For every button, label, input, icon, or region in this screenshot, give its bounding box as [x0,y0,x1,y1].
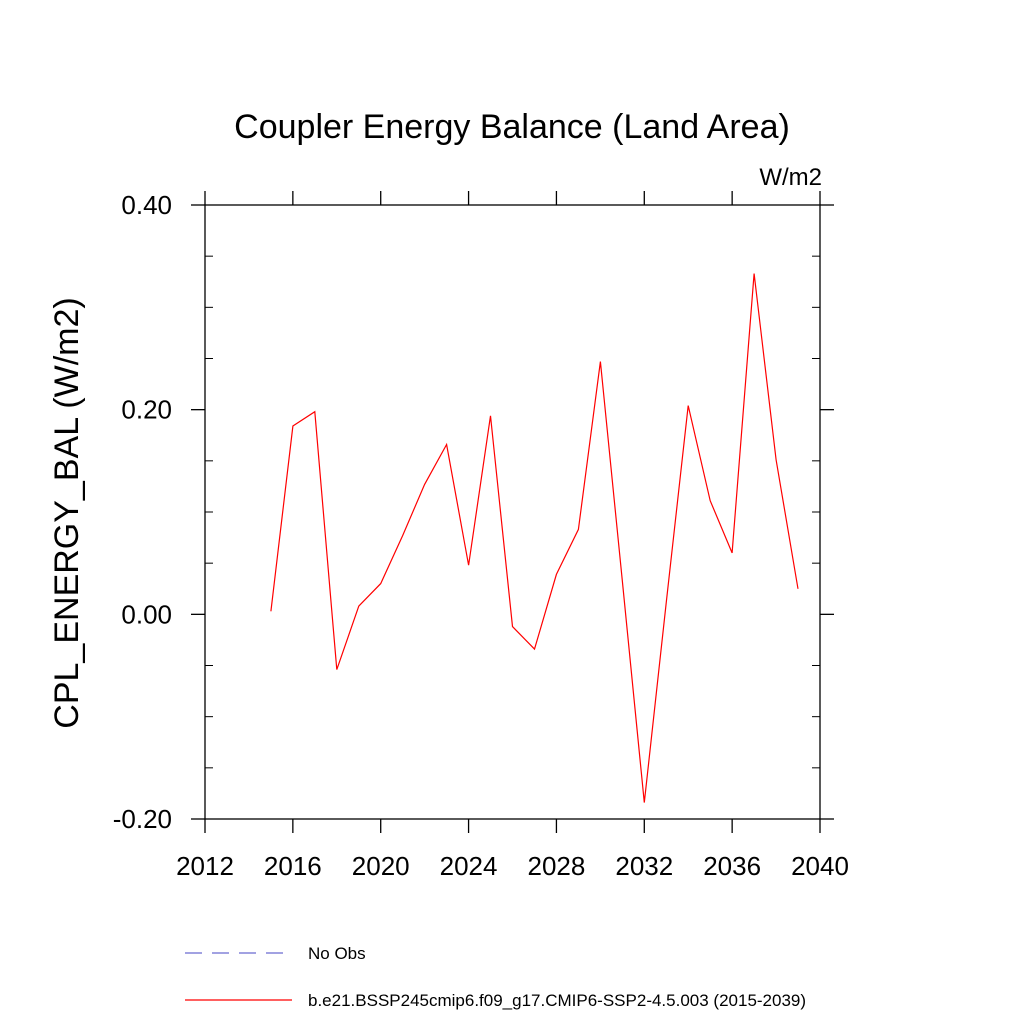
series-line [270,273,799,803]
y-tick-label: 0.20 [121,395,172,425]
x-tick-label: 2016 [264,851,322,881]
y-tick-label: 0.00 [121,599,172,629]
y-axis-label: CPL_ENERGY_BAL (W/m2) [48,297,86,728]
y-tick-label: -0.20 [113,804,172,834]
legend-label: b.e21.BSSP245cmip6.f09_g17.CMIP6-SSP2-4.… [308,991,806,1010]
x-tick-label: 2040 [791,851,849,881]
legend: No Obs b.e21.BSSP245cmip6.f09_g17.CMIP6-S… [185,944,806,1010]
x-tick-label: 2020 [352,851,410,881]
plot-frame [204,204,821,820]
axis-ticks [191,191,834,833]
x-tick-label: 2036 [703,851,761,881]
x-tick-label: 2028 [528,851,586,881]
x-tick-label: 2024 [440,851,498,881]
axis-tick-labels: 2012 2016 2020 2024 2028 2032 2036 2040 -0.20 0.0… [113,190,849,881]
y-tick-label: 0.40 [121,190,172,220]
legend-label: No Obs [308,944,366,963]
chart-title: Coupler Energy Balance (Land Area) [234,108,790,146]
series-group [270,273,799,803]
x-tick-label: 2012 [176,851,234,881]
x-tick-label: 2032 [615,851,673,881]
units-label: W/m2 [759,164,822,191]
